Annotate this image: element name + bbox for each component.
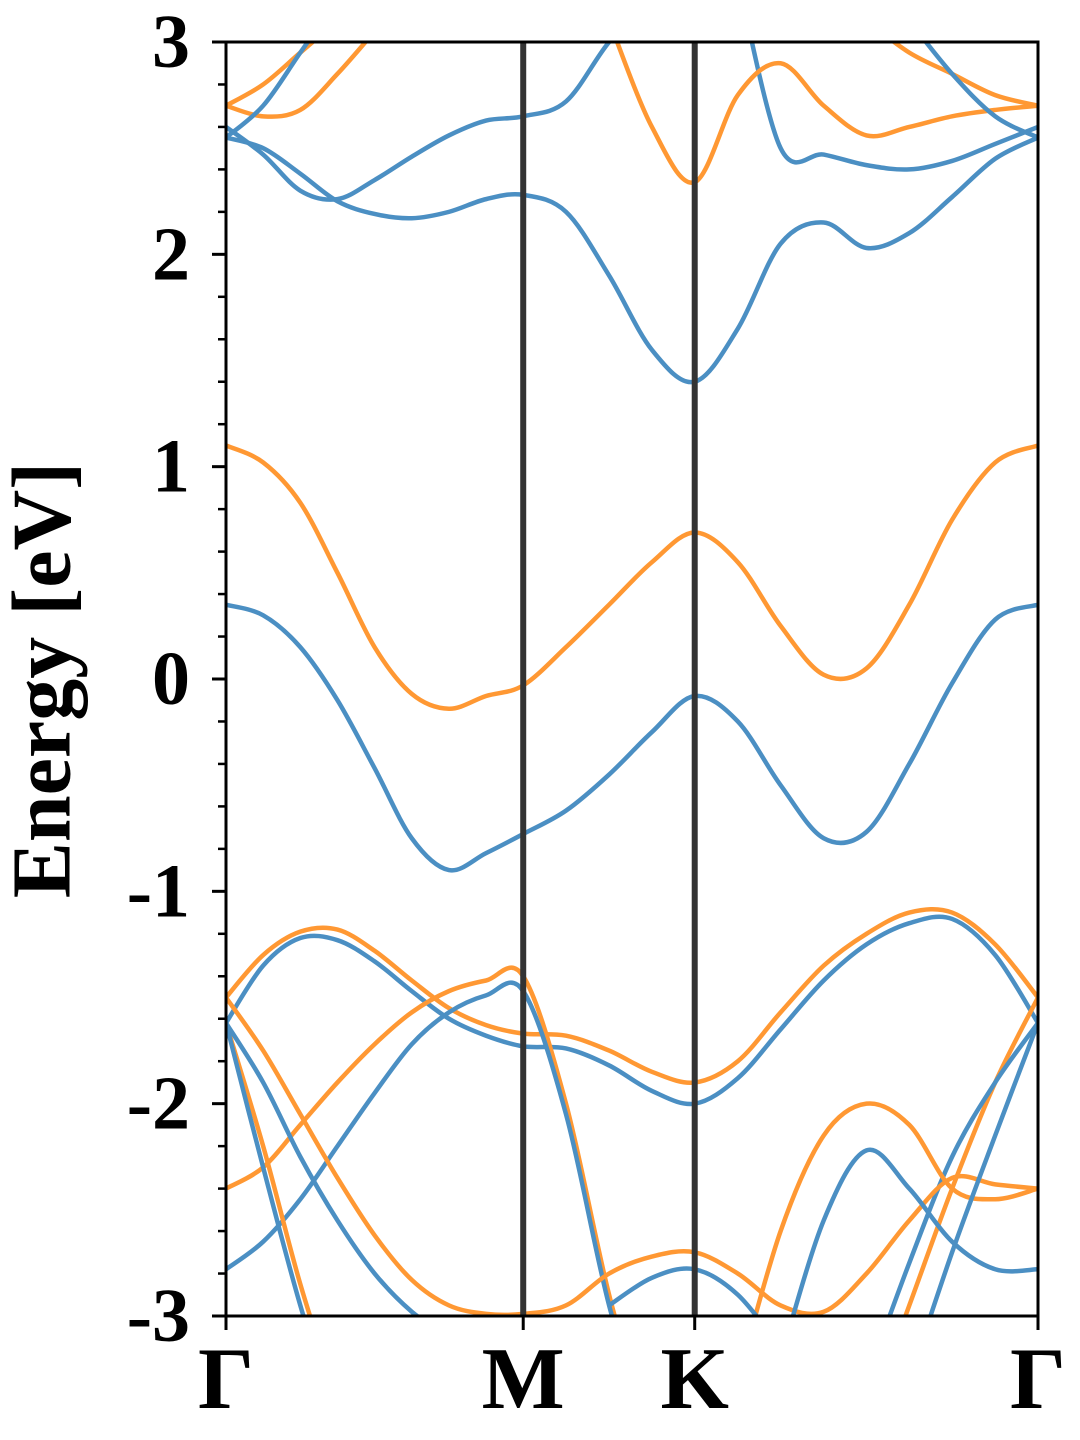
band-line <box>749 42 1038 172</box>
band-line <box>226 42 613 202</box>
band-line <box>226 1022 313 1316</box>
band-line <box>890 42 1038 108</box>
y-tick-label: 3 <box>152 0 190 84</box>
band-line <box>226 1021 421 1316</box>
y-tick-label: -1 <box>127 849 190 933</box>
band-line <box>752 1101 1038 1316</box>
band-line <box>226 906 1038 1085</box>
band-line <box>790 1147 1038 1316</box>
y-tick-label: -3 <box>127 1274 190 1358</box>
band-line <box>226 602 1038 873</box>
x-tick-label: Γ <box>198 1331 254 1428</box>
band-line <box>226 996 1038 1316</box>
band-line <box>928 1022 1038 1316</box>
band-line <box>226 42 317 108</box>
band-line <box>903 996 1038 1316</box>
band-line <box>226 443 1038 711</box>
band-line <box>887 1021 1038 1316</box>
y-tick-label: -2 <box>127 1062 190 1146</box>
y-tick-label: 1 <box>152 425 190 509</box>
band-line <box>226 980 615 1316</box>
bands <box>226 42 1038 1316</box>
band-line <box>226 1022 306 1316</box>
band-line <box>226 42 311 140</box>
band-line <box>614 42 1038 185</box>
band-line <box>226 914 1038 1107</box>
band-line <box>226 135 1038 385</box>
y-axis-label: Energy [eV] <box>0 462 88 898</box>
x-tick-label: K <box>660 1331 728 1428</box>
y-tick-label: 2 <box>152 212 190 296</box>
band-line <box>226 965 618 1316</box>
x-tick-label: M <box>482 1331 565 1428</box>
y-tick-label: 0 <box>152 637 190 721</box>
band-line <box>226 42 369 119</box>
plot-frame <box>224 40 1040 1318</box>
x-tick-label: Γ <box>1010 1331 1066 1428</box>
